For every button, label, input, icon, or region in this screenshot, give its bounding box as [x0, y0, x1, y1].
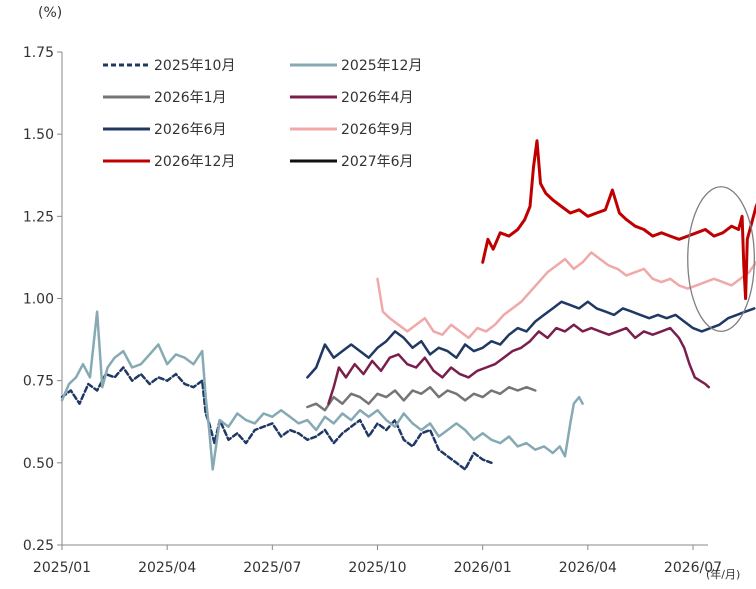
highlight-ellipse — [687, 186, 755, 333]
legend-label: 2026年9月 — [341, 122, 414, 138]
legend: 2025年10月 2025年12月 2026年1月 2026年4月 2026年6月 202… — [103, 58, 422, 170]
y-tick-label: 1.25 — [23, 209, 54, 225]
x-unit-label: (年/月) — [706, 567, 740, 581]
legend-label: 2026年1月 — [154, 90, 227, 106]
y-unit-label: (%) — [38, 5, 62, 21]
x-tick-label: 2025/07 — [243, 560, 301, 576]
y-tick-label: 1.00 — [23, 292, 54, 308]
y-tick-label: 1.50 — [23, 127, 54, 143]
series-line — [60, 310, 584, 471]
x-tick-label: 2026/07 — [664, 560, 722, 576]
x-tick-label: 2025/04 — [138, 560, 196, 576]
series-line — [327, 323, 711, 405]
x-tick-label: 2025/10 — [348, 560, 406, 576]
series-line — [306, 300, 756, 379]
y-tick-label: 0.75 — [23, 374, 54, 390]
y-tick-label: 0.25 — [23, 538, 54, 554]
x-tick-label: 2026/04 — [559, 560, 617, 576]
legend-label: 2026年12月 — [154, 154, 235, 170]
series-line — [376, 251, 756, 340]
highlight-ellipse-group — [687, 186, 755, 333]
legend-label: 2025年10月 — [154, 58, 235, 74]
legend-label: 2026年4月 — [341, 90, 414, 106]
y-tick-label: 0.50 — [23, 456, 54, 472]
plot-area — [60, 139, 756, 471]
legend-label: 2027年6月 — [341, 154, 414, 170]
y-tick-label: 1.75 — [23, 45, 54, 61]
series-line — [481, 139, 756, 300]
legend-label: 2026年6月 — [154, 122, 227, 138]
series-line — [306, 385, 537, 412]
chart-axes: 0.25 0.50 0.75 1.00 1.25 1.50 1.75 2025/01 2025/… — [23, 45, 722, 576]
legend-label: 2025年12月 — [341, 58, 422, 74]
x-tick-label: 2026/01 — [454, 560, 512, 576]
x-tick-label: 2025/01 — [33, 560, 91, 576]
series-line — [60, 366, 493, 471]
